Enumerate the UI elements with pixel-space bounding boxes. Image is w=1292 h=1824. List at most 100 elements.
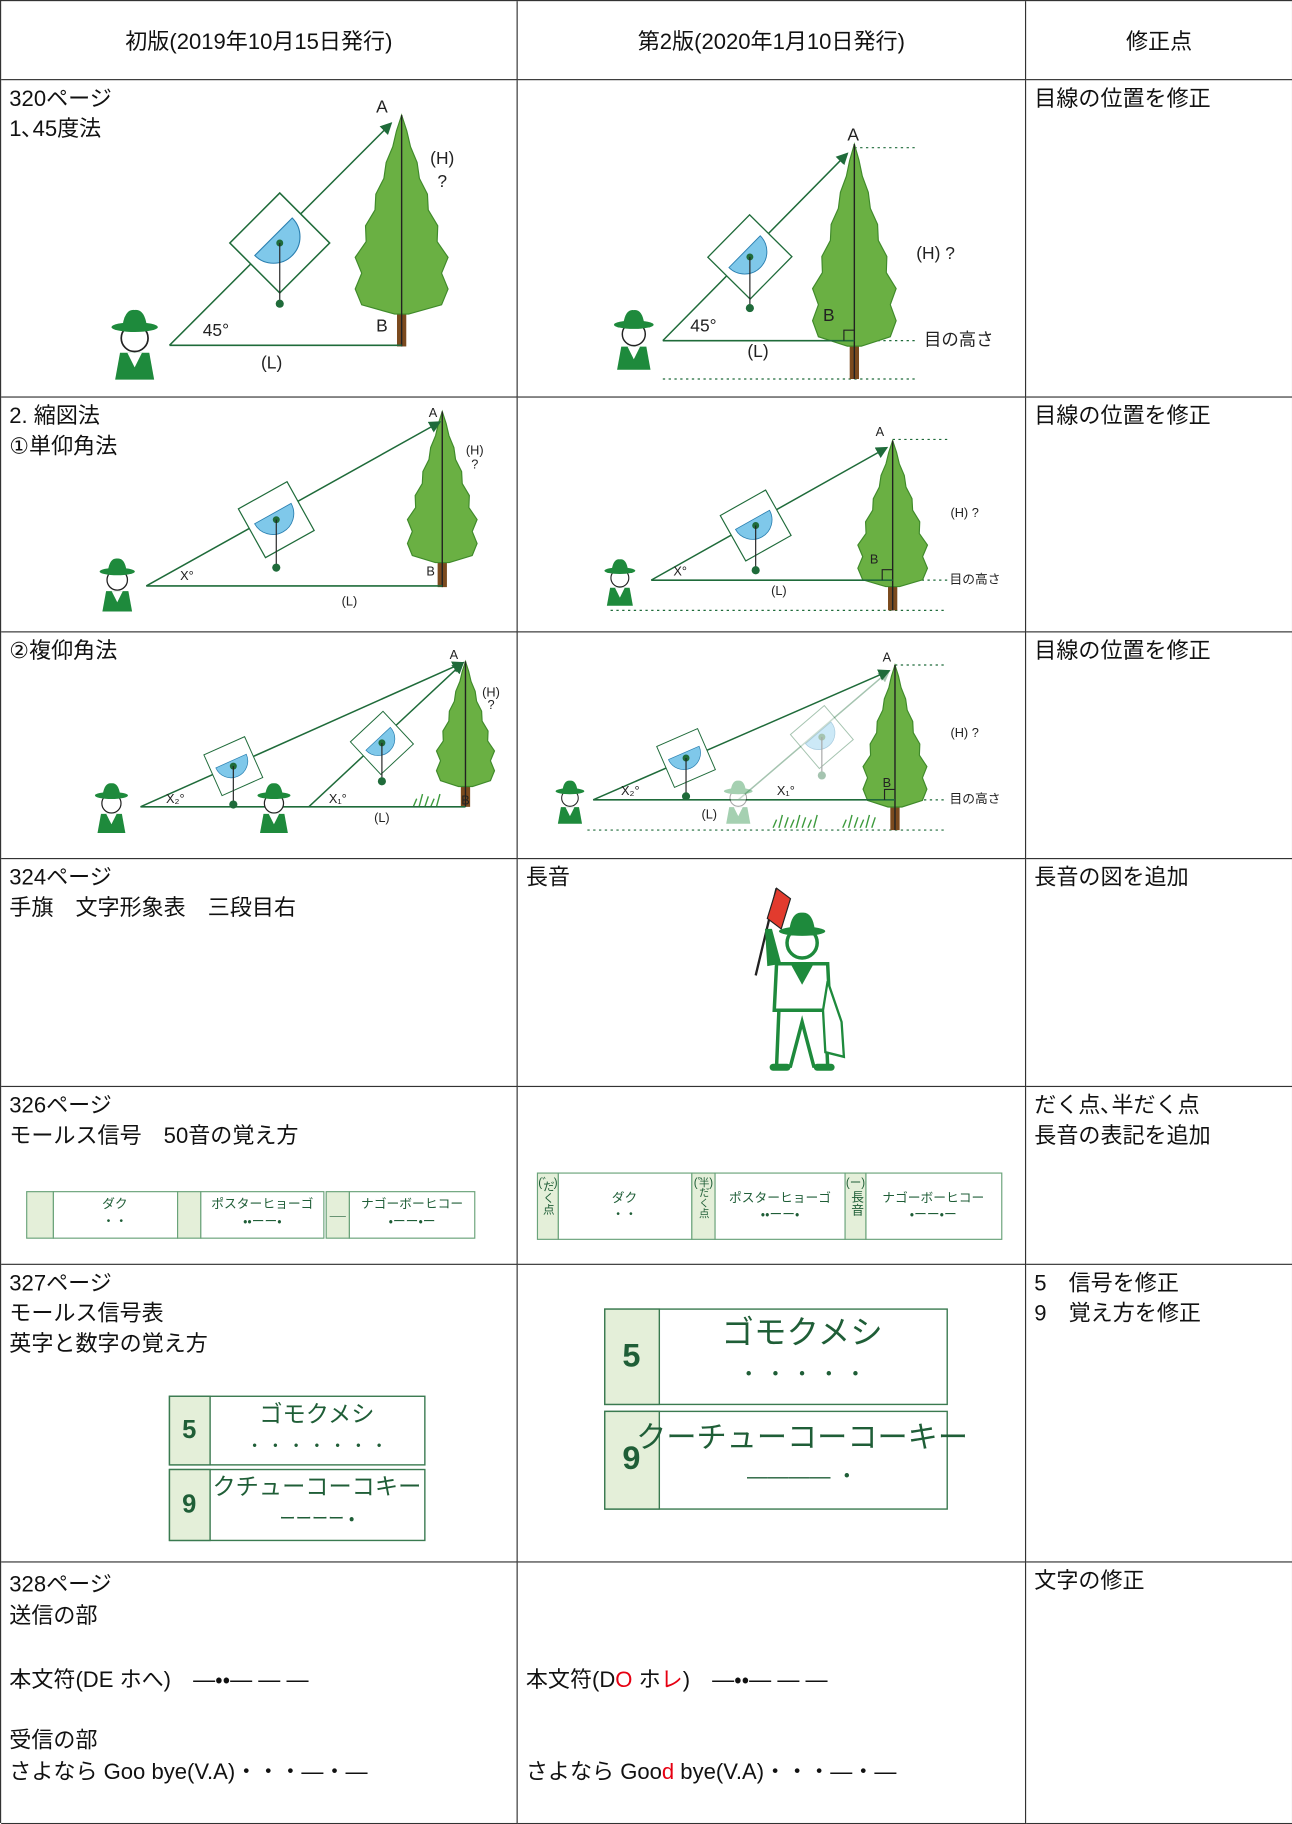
changes-cell: だく点､半だく点 長音の表記を追加	[1026, 1087, 1292, 1265]
figure-label: 目の高さ	[924, 329, 994, 349]
text-line: 長音の図を追加	[1034, 866, 1189, 891]
signaller-legs	[774, 1008, 830, 1068]
strip-label: ポスターヒョーゴ	[729, 1190, 831, 1205]
scout-scarf	[111, 591, 123, 603]
strip-label: (゜)	[694, 1177, 713, 1190]
text-line: 文字の修正	[1034, 1569, 1145, 1594]
strip-label: ・ーー・ー	[389, 1213, 436, 1228]
figure-label: A	[429, 405, 438, 420]
flag-signaller	[754, 887, 846, 1071]
revised-cell: 本文符(DO ホレ) —・・— — — さよなら Good bye(V.A)・・・…	[517, 1562, 1027, 1824]
strip-label: ＿	[330, 1201, 347, 1219]
figure-label: 目の高さ	[950, 791, 1001, 806]
changes-cell: 目線の位置を修正	[1026, 80, 1292, 398]
strip-label: ダク	[612, 1190, 638, 1205]
figure-label: 45°	[690, 315, 716, 335]
text-line: 送信の部	[9, 1604, 98, 1629]
illustration: A (H) ? X₂° X₁° B (L) 目の高さ	[555, 649, 1001, 831]
scout-hat-crown	[102, 783, 121, 795]
text-line: ①単仰角法	[9, 434, 118, 460]
changes-cell: 5 信号を修正 9 覚え方を修正	[1026, 1264, 1292, 1563]
shoe-left	[769, 1063, 791, 1071]
text-segment: d	[661, 1760, 675, 1785]
grass	[418, 793, 424, 808]
figure-label: A	[847, 125, 859, 145]
plumb-weight	[229, 800, 238, 809]
strip-label: ナゴーボーヒコー	[361, 1196, 463, 1211]
cell-text: 2. 縮図法 ①単仰角法	[1, 398, 516, 468]
text-line: 1､45度法	[9, 117, 102, 142]
text-line: 目線の位置を修正	[1034, 639, 1211, 664]
original-cell: 324ページ手旗 文字形象表 三段目右	[1, 859, 518, 1088]
grass	[842, 819, 847, 829]
grass	[859, 819, 865, 829]
figure-label: (L)	[374, 810, 390, 825]
morse-label: ーーーー ・	[279, 1510, 354, 1528]
clinometer	[719, 489, 792, 575]
figure-label: X₁°	[329, 791, 347, 806]
illustration: ダク・・ ポスターヒョーゴ・・ーー・ ナゴーボーヒコー・ーー・ー ＿	[26, 1191, 476, 1239]
figure-label: (H) ?	[950, 505, 978, 520]
scout-hat-brim	[723, 788, 753, 795]
clinometer-board	[789, 704, 854, 770]
figure-label: ?	[471, 456, 478, 471]
figure-label: A	[883, 649, 892, 664]
scout-scarf	[627, 346, 641, 360]
figure-label: (H) ?	[950, 725, 978, 740]
changes-cell: 長音の図を追加	[1026, 859, 1292, 1088]
grass	[430, 798, 435, 808]
morse-label: ———— ・	[747, 1465, 857, 1488]
shoe-right	[813, 1063, 835, 1071]
revised-cell: A (H) ? X₂° X₁° B (L) 目の高さ	[517, 632, 1027, 860]
morse-label: ・ ・ ・ ・ ・	[738, 1363, 866, 1386]
strip-label: (゛)	[538, 1177, 557, 1190]
text-line: 本文符(DE ホへ) —・・— — —	[9, 1668, 309, 1693]
figure-label: (L)	[701, 806, 717, 821]
morse-number-cell	[604, 1308, 661, 1406]
cell-text: ②複仰角法	[1, 632, 516, 672]
text-line: 目線の位置を修正	[1034, 404, 1211, 429]
original-cell: 328ページ 送信の部 本文符(DE ホへ) —・・— — — 受信の部 さよなら Go…	[1, 1562, 518, 1824]
text-line: ②複仰角法	[9, 639, 118, 664]
grass	[865, 814, 871, 828]
changes-cell: 目線の位置を修正	[1026, 397, 1292, 633]
grass	[424, 796, 429, 808]
strip-label: ・・ーー・	[243, 1213, 282, 1228]
text-line: 手旗 文字形象表 三段目右	[9, 896, 297, 921]
figure-label: A	[376, 97, 388, 117]
morse-row	[604, 1410, 948, 1510]
figure-label: A	[876, 424, 885, 439]
clinometer	[789, 704, 854, 780]
scout-figure	[555, 780, 585, 824]
text-segment: bye(V.A)・・・—・—	[674, 1760, 897, 1785]
illustration: A (H)? X° B (L)	[99, 405, 484, 612]
figure-label: X°	[673, 563, 687, 578]
text-line: 320ページ	[9, 87, 112, 112]
header-changes: 修正点	[1125, 30, 1193, 55]
changes-cell: 目線の位置を修正	[1026, 632, 1292, 860]
scout-figure	[613, 309, 654, 370]
cell-text: 324ページ手旗 文字形象表 三段目右	[1, 859, 516, 929]
text-line: 長音	[525, 866, 570, 891]
grass	[853, 817, 859, 828]
scout-head	[729, 789, 748, 807]
scout-figure	[604, 559, 636, 606]
text-line: 324ページ	[9, 866, 112, 891]
scout-scarf	[565, 807, 575, 817]
scout-scarf	[127, 352, 142, 368]
grass	[789, 819, 795, 829]
grass	[813, 814, 818, 828]
grass	[871, 817, 876, 828]
text-segment: レ	[660, 1668, 683, 1693]
text-line: 326ページ	[9, 1094, 112, 1119]
text-line: 9 覚え方を修正	[1034, 1302, 1201, 1327]
figure-label: B	[870, 552, 879, 567]
figure-label: (L)	[261, 352, 282, 372]
original-cell: 326ページ モールス信号 50音の覚え方 ダク ・・ ポスターヒョーゴ ・・ーー・ ナゴー…	[1, 1087, 518, 1265]
plumb-weight	[377, 777, 386, 786]
grass	[778, 814, 784, 828]
illustration: A (H)? 45° B (L)	[111, 97, 454, 380]
revised-cell: A (H) ? 45° B (L) 目の高さ	[517, 80, 1027, 398]
